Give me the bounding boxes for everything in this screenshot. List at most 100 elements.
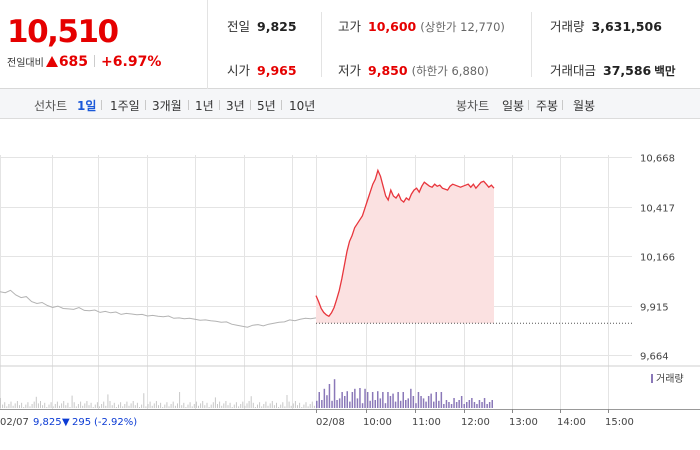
prev-volume-bar — [56, 401, 58, 408]
lower-limit-label: 하한가 — [416, 64, 448, 78]
prev-volume-bar — [206, 402, 208, 408]
volume-bar — [374, 400, 376, 408]
prev-volume-bar — [221, 405, 223, 408]
prev-volume-bar — [227, 405, 229, 408]
prev-volume-bar — [92, 407, 94, 408]
y-tick-label: 9,915 — [640, 303, 669, 314]
prev-volume-bar — [16, 401, 18, 408]
period-1day[interactable]: 1일 — [77, 99, 97, 113]
volume-bar — [326, 395, 328, 408]
prev-volume-bar — [164, 404, 166, 408]
change-row: 전일대비 685 +6.97% — [7, 54, 161, 70]
volume-bar — [438, 400, 440, 408]
prev-volume-bar — [94, 404, 96, 408]
prev-volume-bar — [113, 402, 115, 408]
prev-down-triangle-icon: ▼ — [62, 417, 70, 428]
prev-volume-bar — [160, 402, 162, 408]
prev-volume-bar — [115, 407, 117, 408]
prev-volume-bar — [238, 406, 240, 408]
prev-volume-bar — [191, 406, 193, 408]
period-3month[interactable]: 3개월 — [152, 99, 182, 113]
high-cell: 고가 10,600 (상한가 12,770) — [338, 16, 505, 35]
prev-volume-bar — [77, 404, 79, 408]
volume-legend-swatch — [651, 374, 653, 383]
change-value: 685 — [58, 54, 89, 70]
volume-bar — [460, 396, 463, 408]
prev-volume-bar — [122, 406, 124, 408]
prev-volume-bar — [204, 405, 206, 408]
prev-volume-bar — [10, 401, 12, 408]
x-axis-tick-marks — [316, 409, 609, 413]
y-tick-label: 10,166 — [640, 253, 675, 264]
prev-volume-bar — [172, 401, 174, 408]
prev-volume-bar — [187, 404, 189, 408]
candle-daily[interactable]: 일봉 — [502, 99, 525, 113]
prev-volume-bar — [198, 405, 199, 408]
low-label: 저가 — [338, 63, 362, 78]
prev-volume-bar — [181, 405, 183, 408]
volume-bar — [331, 400, 333, 408]
amount-value: 37,586 — [603, 63, 652, 78]
volume-legend-label: 거래량 — [656, 373, 684, 385]
period-3year[interactable]: 3년 — [226, 99, 245, 113]
prev-volume-bar — [219, 401, 221, 408]
prev-volume-bar — [269, 403, 271, 408]
prev-volume-bar — [303, 404, 305, 408]
prev-volume-bar — [147, 404, 149, 408]
volume-bar — [323, 388, 326, 408]
prev-volume-bar — [257, 404, 258, 408]
volume-bar — [422, 398, 425, 408]
volume-bar — [486, 404, 488, 408]
prev-volume-bar — [278, 407, 280, 408]
prev-volume-bar — [88, 405, 90, 408]
prev-volume-bar — [299, 402, 301, 408]
volume-bar — [359, 388, 361, 408]
price-chart[interactable]: 10,668 10,417 10,166 9,915 9,664 거래량 02/07 9… — [0, 119, 700, 450]
divider — [145, 100, 146, 110]
prev-volume-bar — [284, 406, 286, 408]
prev-volume-bar — [73, 402, 75, 408]
prev-volume-bar — [75, 406, 77, 408]
period-10year[interactable]: 10년 — [289, 99, 316, 113]
volume-bar — [361, 403, 364, 408]
prev-volume-bar — [149, 401, 151, 408]
prev-close-value: 9,825 — [257, 19, 297, 34]
today-price-line — [315, 168, 495, 318]
divider — [562, 100, 563, 110]
quote-panel: 10,510 전일대비 685 +6.97% 전일 9,825 시가 9,965 고가 1… — [0, 0, 700, 89]
divider — [531, 12, 532, 77]
volume-bar — [402, 392, 404, 408]
prev-volume-bar — [309, 404, 311, 408]
prev-volume-bar — [210, 404, 212, 408]
volume-bar — [420, 396, 422, 408]
prev-volume-bar — [252, 402, 254, 408]
period-1year[interactable]: 1년 — [195, 99, 214, 113]
prev-volume-bar — [59, 405, 60, 408]
volume-bar — [328, 384, 331, 408]
volume-bar — [321, 400, 323, 408]
prev-volume-bar — [267, 405, 269, 408]
prev-volume-bar — [126, 401, 128, 408]
prev-volume-bar — [288, 401, 290, 408]
y-tick-label: 10,417 — [640, 204, 675, 215]
volume-bar — [425, 401, 427, 408]
prev-volume-bar — [145, 406, 147, 408]
prev-day-price-line — [0, 289, 317, 328]
volume-bar — [427, 396, 430, 408]
volume-label: 거래량 — [550, 19, 585, 34]
volume-bar — [466, 402, 468, 408]
period-1week[interactable]: 1주일 — [110, 99, 140, 113]
prev-volume-bar — [124, 404, 126, 408]
prev-volume-bar — [193, 404, 195, 408]
volume-bar — [369, 400, 371, 408]
x-axis-labels: 02/07 9,825 ▼ 295 (-2.92%) 02/08 10:00 1… — [0, 417, 634, 428]
prev-volume-bar — [259, 402, 261, 408]
prev-volume-bar — [101, 404, 103, 408]
prev-volume-bar — [177, 403, 178, 408]
period-5year[interactable]: 5년 — [257, 99, 276, 113]
candle-weekly[interactable]: 주봉 — [536, 99, 559, 113]
volume-bar — [392, 393, 394, 408]
volume-bar — [481, 402, 483, 408]
candle-monthly[interactable]: 월봉 — [573, 99, 596, 113]
prev-volume-bar — [25, 404, 27, 408]
